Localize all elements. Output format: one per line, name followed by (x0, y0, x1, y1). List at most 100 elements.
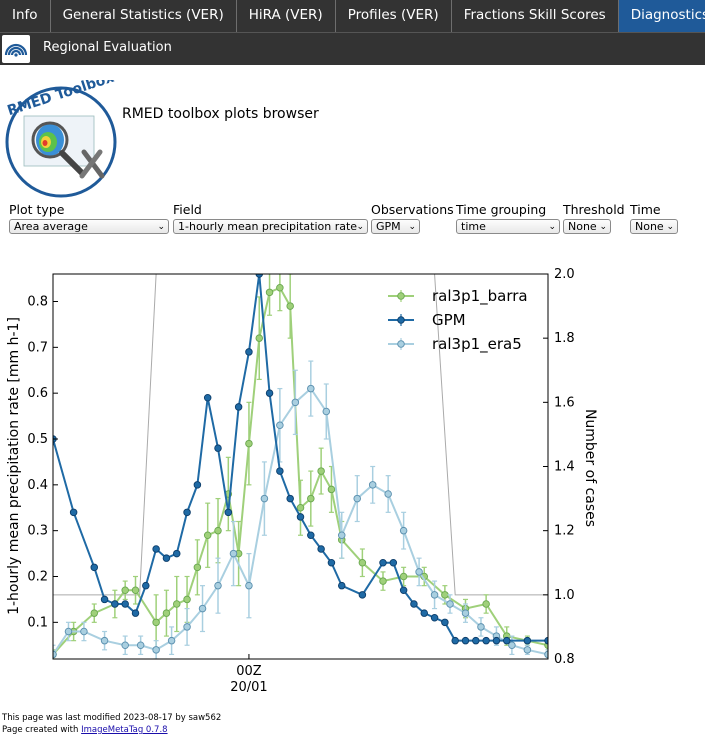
y-tick-label: 0.8 (27, 295, 48, 310)
threshold-select[interactable]: None ⌄ (563, 219, 611, 234)
gpm-point (441, 618, 449, 627)
y-axis-label: 1-hourly mean precipitation rate [mm h-1… (6, 317, 22, 615)
gpm-point (100, 595, 109, 604)
ral3p1-era5-point (338, 531, 346, 540)
ral3p1-era5-point (64, 627, 73, 636)
tab-diagnostics[interactable]: Diagnostics (618, 0, 705, 32)
created-with-text: Page created with ImageMetaTag 0.7.8 (2, 725, 168, 735)
time-select[interactable]: None ⌄ (630, 219, 678, 234)
chevron-down-icon: ⌄ (548, 222, 556, 232)
gpm-point (69, 508, 78, 517)
y-tick-label: 0.5 (27, 432, 48, 447)
gpm-point (90, 563, 98, 572)
chevron-down-icon: ⌄ (666, 222, 674, 232)
legend-ral3p1-barra-marker (397, 292, 405, 300)
ral3p1-era5-point (121, 641, 129, 650)
gpm-point (183, 508, 191, 517)
time-label: Time (630, 202, 661, 217)
y2-axis-label: Number of cases (582, 409, 598, 527)
ral3p1-era5-point (544, 650, 548, 659)
ral3p1-era5-point (183, 623, 191, 631)
gpm-point (544, 636, 548, 645)
tab-hira-ver[interactable]: HiRA (VER) (237, 0, 336, 32)
gpm-point (399, 586, 408, 595)
field-label: Field (173, 202, 202, 217)
ral3p1-barra-point (399, 572, 408, 581)
threshold-selector: Threshold None ⌄ (563, 202, 625, 234)
ral3p1-barra-point (286, 302, 294, 310)
chevron-down-icon: ⌄ (356, 222, 364, 232)
ral3p1-era5-point (229, 549, 238, 558)
gpm-line (53, 274, 548, 642)
y-tick-label: 0.6 (27, 386, 48, 401)
ral3p1-barra-point (482, 600, 490, 608)
legend-gpm-label: GPM (432, 311, 466, 329)
field-select[interactable]: 1-hourly mean precipitation rate ⌄ (173, 219, 368, 234)
ral3p1-era5-point (198, 604, 207, 613)
ral3p1-barra-point (131, 586, 140, 595)
ral3p1-era5-point (353, 494, 361, 503)
plot-type-select[interactable]: Area average ⌄ (9, 219, 169, 234)
y-tick-label: 0.1 (27, 615, 48, 630)
ral3p1-era5-point (399, 526, 408, 535)
ral3p1-era5-point (276, 421, 284, 429)
gpm-point (214, 444, 222, 452)
ral3p1-era5-point (461, 609, 470, 617)
gpm-point (286, 494, 294, 503)
ral3p1-era5-point (80, 627, 88, 636)
ral3p1-era5-point (446, 600, 454, 608)
observations-select[interactable]: GPM ⌄ (371, 219, 420, 234)
page-title: RMED toolbox plots browser (122, 106, 319, 122)
legend-ral3p1-era5-marker (397, 340, 405, 348)
ral3p1-barra-point (296, 503, 305, 512)
gpm-point (203, 393, 212, 402)
ral3p1-era5-point (508, 641, 516, 650)
gpm-point (265, 389, 274, 397)
ral3p1-era5-point (245, 581, 253, 590)
ral3p1-era5-point (167, 636, 176, 645)
ral3p1-era5-point (152, 646, 160, 654)
tab-info[interactable]: Info (0, 0, 51, 32)
ral3p1-era5-point (136, 641, 145, 650)
gpm-point (121, 600, 129, 608)
gpm-point (245, 348, 253, 356)
y-tick-label: 0.2 (27, 570, 48, 585)
subnav-regional-evaluation[interactable]: Regional Evaluation (43, 40, 172, 55)
tab-fractions-skill-scores[interactable]: Fractions Skill Scores (452, 0, 619, 32)
ral3p1-barra-point (152, 618, 160, 627)
gpm-point (461, 636, 470, 645)
gpm-point (358, 591, 367, 599)
imagemetatag-link[interactable]: ImageMetaTag 0.7.8 (81, 725, 168, 735)
threshold-label: Threshold (563, 202, 625, 217)
plot-type-selector: Plot type Area average ⌄ (9, 202, 169, 234)
gpm-point (276, 467, 284, 475)
site-logo-icon[interactable] (2, 35, 30, 63)
last-modified-text: This page was last modified 2023-08-17 b… (2, 713, 222, 723)
gpm-point (430, 614, 439, 622)
observations-selector: Observations GPM ⌄ (371, 202, 454, 234)
ral3p1-barra-point (183, 595, 191, 604)
ral3p1-barra-point (441, 591, 449, 599)
ral3p1-era5-point (523, 646, 532, 654)
ral3p1-barra-point (245, 439, 253, 448)
ral3p1-barra-point (358, 559, 367, 567)
time-grouping-label: Time grouping (456, 202, 547, 217)
ral3p1-era5-point (477, 623, 485, 631)
ral3p1-era5-point (415, 568, 423, 576)
gpm-point (307, 531, 315, 540)
ral3p1-barra-point (90, 609, 98, 617)
time-grouping-select[interactable]: time ⌄ (456, 219, 560, 234)
ral3p1-barra-point (255, 334, 263, 342)
y-tick-label: 0.3 (27, 524, 48, 539)
gpm-point (327, 559, 336, 567)
y2-tick-label: 1.6 (554, 395, 575, 410)
y2-tick-label: 1.2 (554, 524, 575, 539)
chart-legend: ral3p1_barra GPM ral3p1_era5 (388, 287, 528, 354)
tab-profiles-ver[interactable]: Profiles (VER) (336, 0, 452, 32)
gpm-point (152, 545, 160, 553)
field-selector: Field 1-hourly mean precipitation rate ⌄ (173, 202, 368, 234)
tab-general-statistics-ver[interactable]: General Statistics (VER) (51, 0, 237, 32)
gpm-point (482, 636, 490, 645)
y-tick-label: 0.4 (27, 478, 48, 493)
rmed-toolbox-logo: RMED Toolbox (5, 80, 117, 198)
